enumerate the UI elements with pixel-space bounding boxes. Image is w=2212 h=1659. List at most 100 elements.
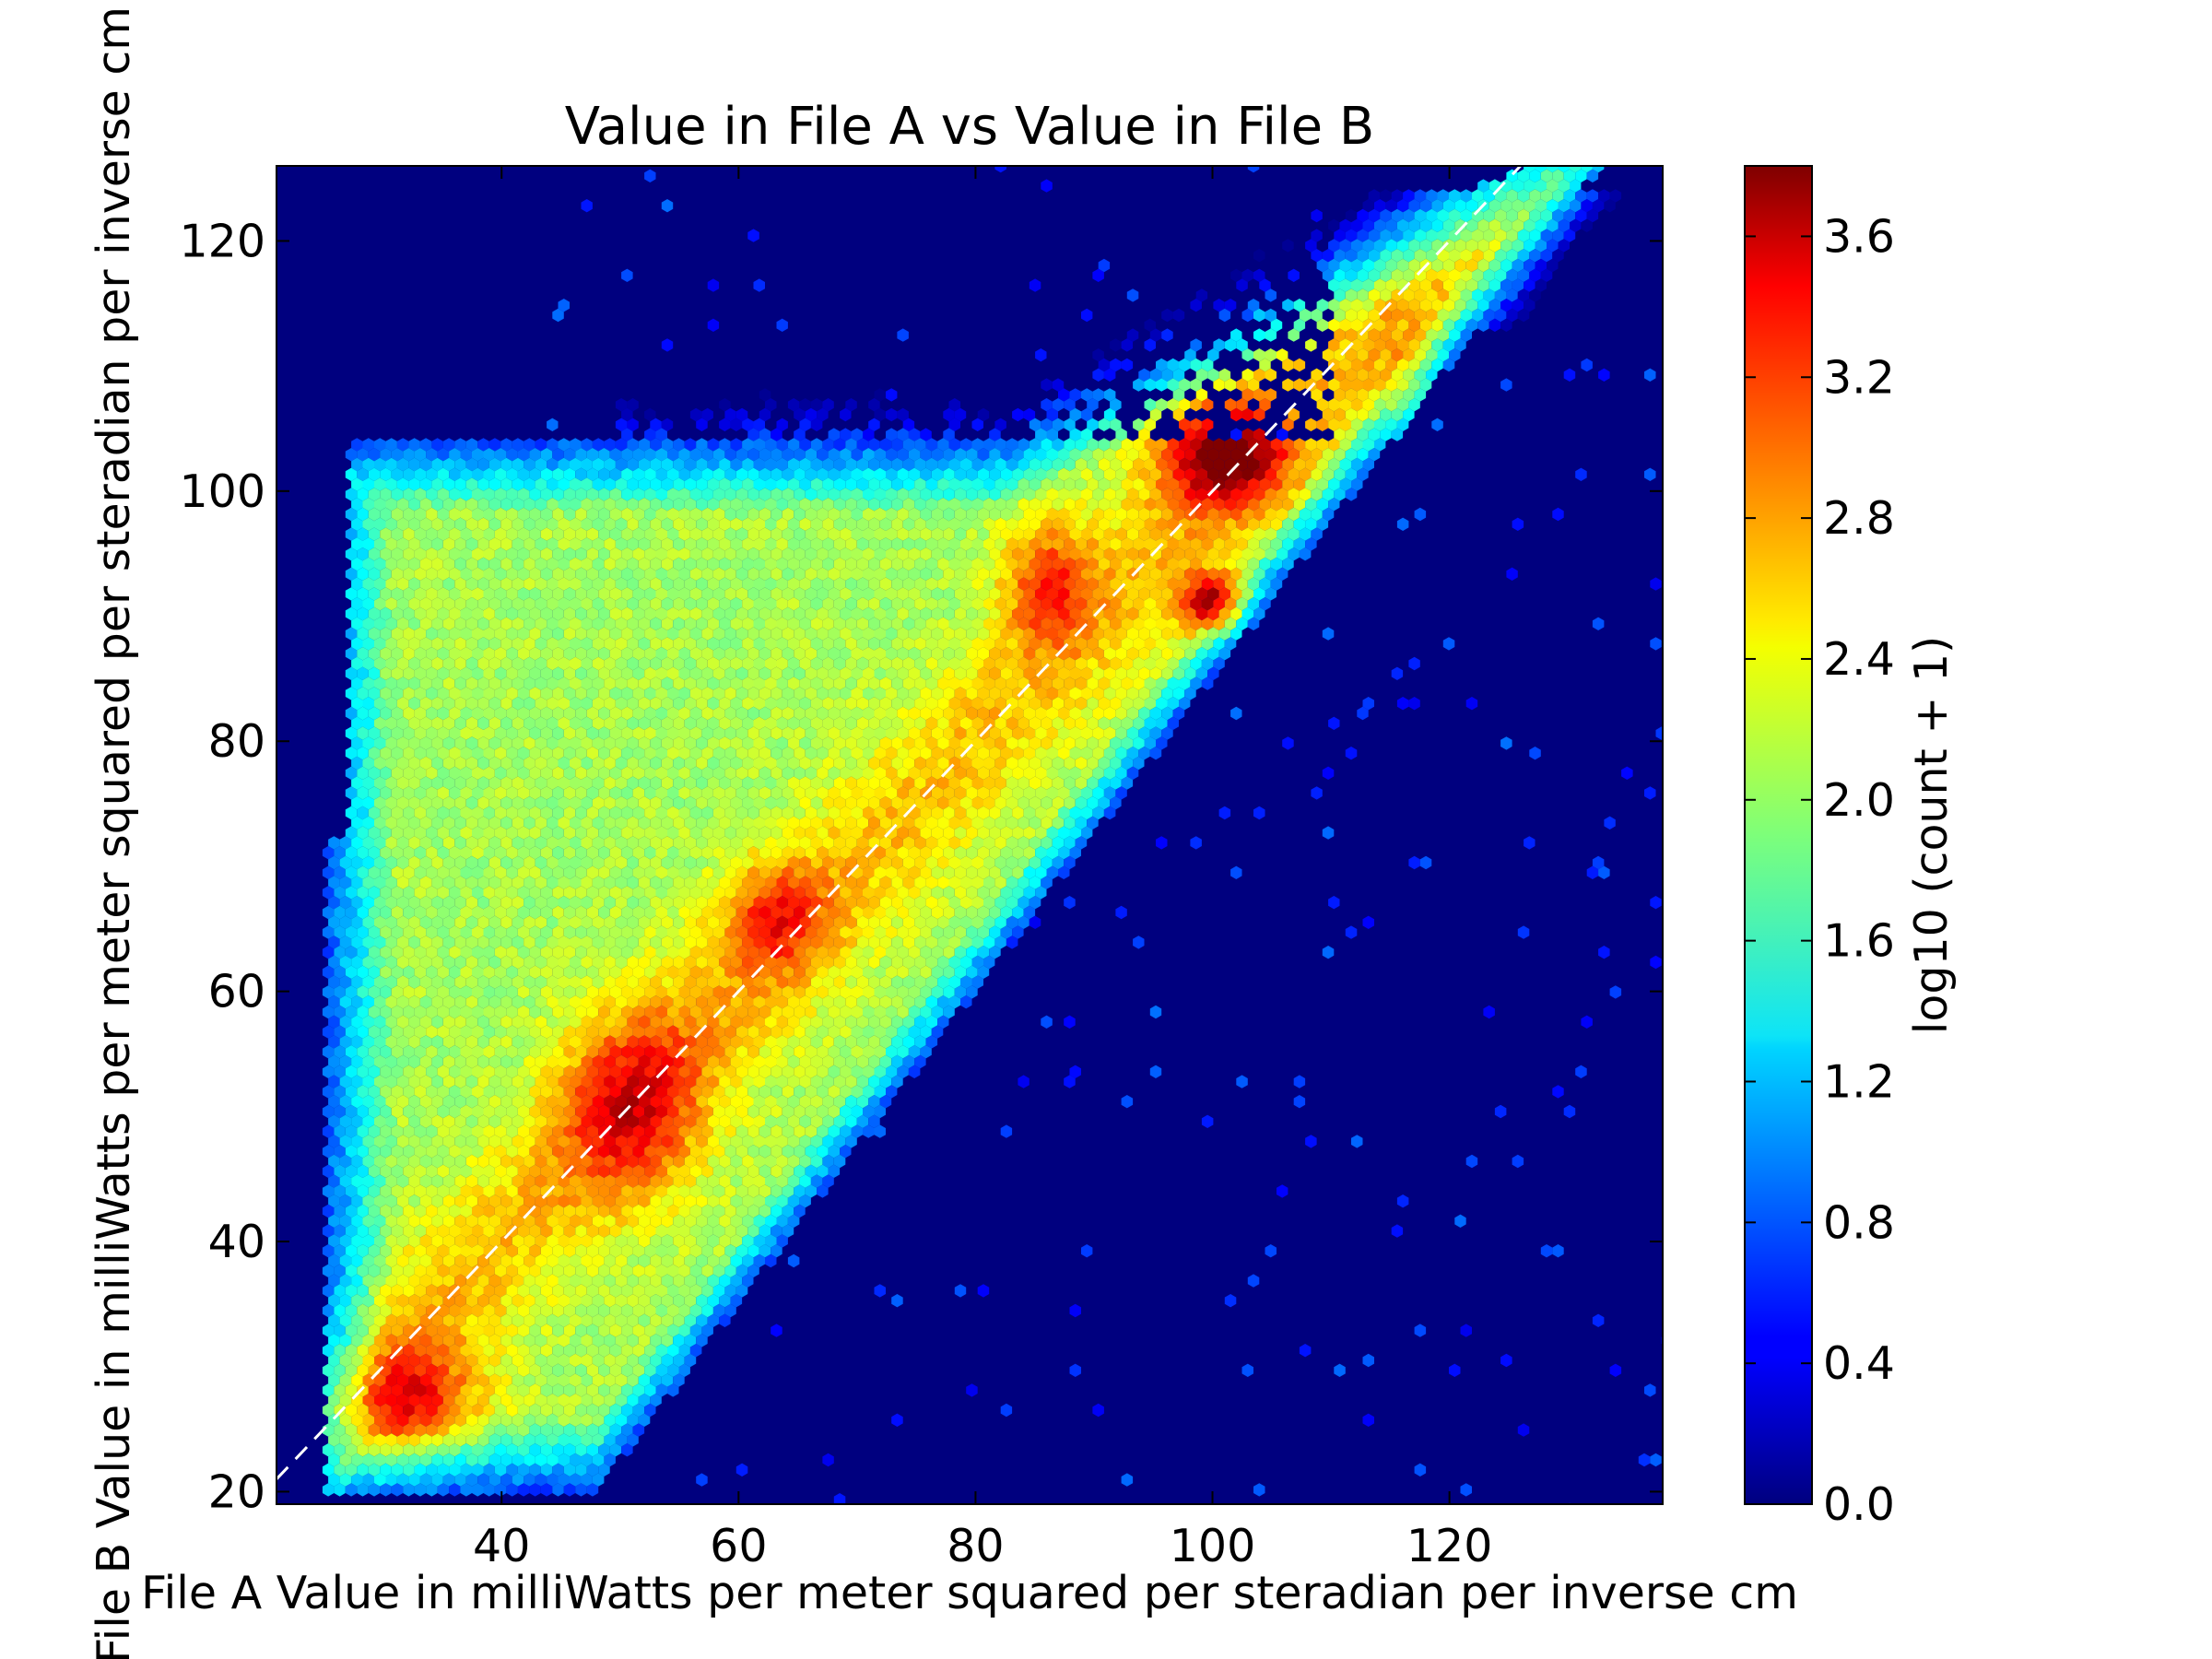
hexbin-cell xyxy=(368,448,381,462)
hexbin-cell xyxy=(1161,647,1173,661)
hexbin-cell xyxy=(1500,258,1512,273)
hexbin-cell xyxy=(1230,627,1242,641)
hexbin-cell xyxy=(655,467,667,481)
hexbin-cell xyxy=(787,577,800,591)
hexbin-cell xyxy=(1213,577,1225,591)
hexbin-cell xyxy=(449,666,461,680)
hexbin-cell xyxy=(805,527,818,541)
hexbin-cell xyxy=(1403,308,1415,323)
hexbin-cell xyxy=(345,448,358,462)
hexbin-cell xyxy=(1121,577,1134,591)
hexbin-cell xyxy=(1110,637,1122,651)
hexbin-cell xyxy=(385,637,397,651)
hexbin-cell xyxy=(1391,428,1404,441)
hexbin-cell xyxy=(1190,378,1202,392)
hexbin-cell xyxy=(644,647,656,661)
hexbin-cell xyxy=(1305,537,1317,551)
hexbin-cell xyxy=(449,587,461,601)
hexbin-cell xyxy=(621,407,633,422)
hexbin-cell xyxy=(558,577,570,591)
hexbin-cell xyxy=(776,577,788,591)
hexbin-cell xyxy=(1442,218,1455,232)
hexbin-cell xyxy=(1547,166,1559,173)
hexbin-cell xyxy=(673,438,685,452)
hexbin-cell xyxy=(828,527,841,541)
hexbin-cell xyxy=(1465,318,1478,332)
hexbin-cell xyxy=(1230,448,1242,462)
hexbin-cell xyxy=(925,498,938,512)
hexbin-cell xyxy=(707,278,720,292)
hexbin-cell xyxy=(1081,308,1093,323)
hexbin-cell xyxy=(1368,249,1381,263)
hexbin-cell xyxy=(494,606,507,621)
hexbin-cell xyxy=(678,507,690,522)
hexbin-cell xyxy=(512,498,524,512)
hexbin-cell xyxy=(1184,547,1196,561)
hexbin-cell xyxy=(833,498,846,512)
hexbin-cell xyxy=(1098,418,1111,431)
hexbin-cell xyxy=(442,557,455,571)
hexbin-cell xyxy=(380,627,392,641)
hexbin-cell xyxy=(1064,617,1076,630)
hexbin-cell xyxy=(1282,358,1294,372)
hexbin-cell xyxy=(351,537,363,551)
hexbin-cell xyxy=(655,428,667,441)
hexbin-cell xyxy=(524,517,535,531)
hexbin-cell xyxy=(529,606,541,621)
hexbin-cell xyxy=(1299,488,1312,501)
hexbin-cell xyxy=(1322,467,1335,481)
hexbin-cell xyxy=(1041,378,1053,392)
hexbin-cell xyxy=(345,467,358,481)
hexbin-cell xyxy=(1540,229,1553,242)
hexbin-cell xyxy=(1041,597,1053,611)
hexbin-cell xyxy=(707,656,720,671)
hexbin-cell xyxy=(465,577,478,591)
hexbin-cell xyxy=(1207,507,1219,522)
hexbin-cell xyxy=(1253,388,1265,402)
hexbin-cell xyxy=(925,537,938,551)
hexbin-cell xyxy=(1270,498,1283,512)
hexbin-cell xyxy=(1500,299,1512,312)
hexbin-cell xyxy=(426,547,438,561)
hexbin-cell xyxy=(494,666,507,680)
hexbin-cell xyxy=(1408,299,1420,312)
hexbin-cell xyxy=(1288,467,1300,481)
hexbin-cell xyxy=(1018,597,1030,611)
hexbin-cell xyxy=(701,567,713,581)
hexbin-cell xyxy=(1230,606,1242,621)
hexbin-cell xyxy=(615,617,628,630)
hexbin-cell xyxy=(886,507,898,522)
hexbin-cell xyxy=(1179,378,1191,392)
hexbin-cell xyxy=(1535,278,1547,292)
hexbin-cell xyxy=(1218,527,1231,541)
hexbin-cell xyxy=(908,507,921,522)
hexbin-cell xyxy=(1069,567,1081,581)
hexbin-cell xyxy=(966,567,978,581)
hexbin-cell xyxy=(1253,328,1265,342)
hexbin-cell xyxy=(1328,218,1340,232)
hexbin-cell xyxy=(460,448,472,462)
hexbin-cell xyxy=(604,457,616,472)
hexbin-cell xyxy=(891,477,903,491)
hexbin-cell xyxy=(552,527,564,541)
hexbin-cell xyxy=(1277,567,1288,581)
hexbin-cell xyxy=(1103,647,1116,661)
hexbin-cell xyxy=(673,637,685,651)
hexbin-cell xyxy=(1081,527,1093,541)
hexbin-cell xyxy=(1126,547,1139,561)
hexbin-cell xyxy=(500,656,512,671)
hexbin-cell xyxy=(1006,477,1018,491)
hexbin-cell xyxy=(374,498,386,512)
hexbin-cell xyxy=(1098,617,1111,630)
hexbin-cell xyxy=(891,517,903,531)
hexbin-cell xyxy=(914,477,926,491)
hexbin-cell xyxy=(403,488,415,501)
hexbin-cell xyxy=(689,547,702,561)
hexbin-cell xyxy=(925,656,938,671)
hexbin-cell xyxy=(437,507,450,522)
hexbin-cell xyxy=(1345,488,1358,501)
hexbin-cell xyxy=(563,527,576,541)
hexbin-cell xyxy=(914,656,926,671)
hexbin-cell xyxy=(414,448,427,462)
hexbin-cell xyxy=(419,656,432,671)
